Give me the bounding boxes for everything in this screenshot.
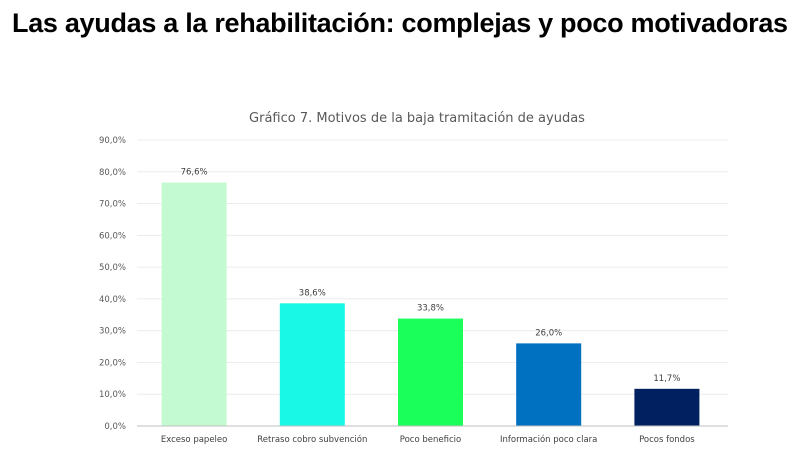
y-tick-label: 50,0%	[99, 263, 126, 273]
y-tick-label: 60,0%	[99, 231, 126, 241]
y-tick-label: 0,0%	[104, 422, 126, 432]
bar	[634, 389, 699, 426]
y-tick-label: 10,0%	[99, 390, 126, 400]
x-category-label: Poco beneficio	[400, 435, 461, 445]
data-label: 76,6%	[181, 168, 208, 178]
y-tick-label: 90,0%	[99, 136, 126, 146]
y-tick-label: 40,0%	[99, 295, 126, 305]
x-category-label: Información poco clara	[500, 434, 597, 445]
y-tick-label: 80,0%	[99, 168, 126, 178]
y-tick-label: 30,0%	[99, 327, 126, 337]
bar	[162, 183, 227, 426]
y-tick-label: 70,0%	[99, 200, 126, 210]
y-axis-ticks: 0,0% 10,0% 20,0% 30,0% 40,0% 50,0% 60,0% 70,0% 8…	[99, 136, 126, 432]
y-tick-label: 20,0%	[99, 358, 126, 368]
data-label: 38,6%	[299, 288, 326, 298]
x-category-label: Exceso papeleo	[161, 435, 228, 445]
x-category-label: Retraso cobro subvención	[257, 434, 367, 445]
data-label: 33,8%	[417, 304, 444, 314]
chart-title: Gráfico 7. Motivos de la baja tramitació…	[249, 111, 585, 126]
bar	[516, 343, 581, 426]
bar	[398, 319, 463, 426]
data-label: 26,0%	[535, 328, 562, 338]
data-label: 11,7%	[653, 374, 680, 384]
bar	[280, 303, 345, 426]
x-axis-labels: Exceso papeleo Retraso cobro subvención Po…	[161, 434, 695, 445]
x-category-label: Pocos fondos	[639, 435, 695, 445]
